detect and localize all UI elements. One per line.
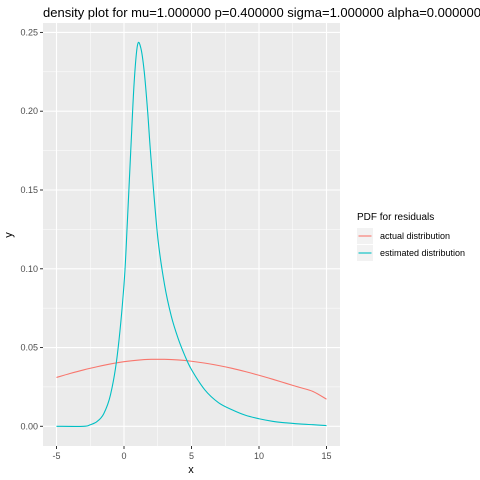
legend-label: actual distribution <box>380 231 450 241</box>
series-lines <box>56 41 327 427</box>
series-line-actual-distribution <box>56 358 327 400</box>
y-tick-label: 0.00 <box>20 421 38 431</box>
chart-title: density plot for mu=1.000000 p=0.400000 … <box>43 5 480 20</box>
y-tick-label: 0.10 <box>20 264 38 274</box>
x-tick-label: 10 <box>254 451 264 461</box>
x-axis-ticks: -5 0 5 10 15 <box>52 446 332 461</box>
x-axis-label: x <box>188 464 194 476</box>
series-line-estimated-distribution <box>56 41 327 427</box>
major-gridlines <box>43 23 340 446</box>
y-tick-label: 0.05 <box>20 343 38 353</box>
x-tick-label: 0 <box>121 451 126 461</box>
legend: PDF for residuals actual distribution est… <box>357 212 465 261</box>
y-axis-label: y <box>3 232 15 238</box>
y-tick-label: 0.20 <box>20 106 38 116</box>
y-tick-label: 0.25 <box>20 27 38 37</box>
x-tick-label: 5 <box>189 451 194 461</box>
legend-keys: actual distribution estimated distributio… <box>357 228 465 261</box>
x-tick-label: 15 <box>321 451 331 461</box>
x-tick-label: -5 <box>52 451 60 461</box>
legend-title: PDF for residuals <box>357 212 434 223</box>
y-axis-ticks: 0.00 0.05 0.10 0.15 0.20 0.25 <box>20 27 43 431</box>
y-tick-label: 0.15 <box>20 185 38 195</box>
legend-label: estimated distribution <box>380 248 465 258</box>
